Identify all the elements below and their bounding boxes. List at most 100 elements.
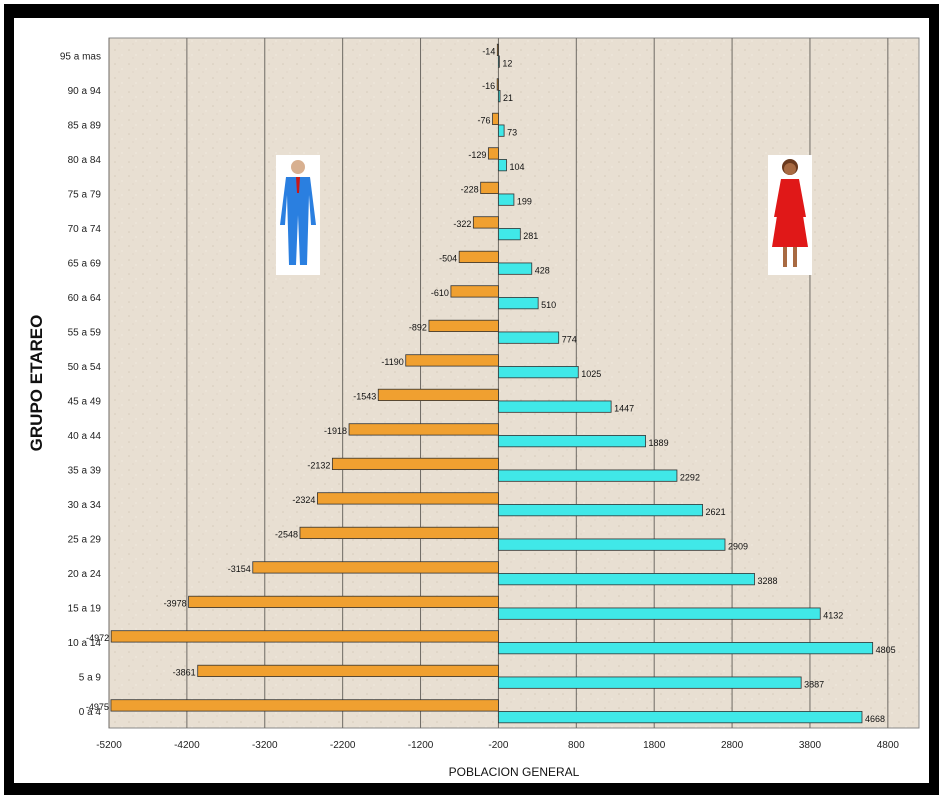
male-value-label: -1190 <box>381 357 403 367</box>
x-tick-label: 2800 <box>721 740 744 751</box>
male-value-label: -504 <box>439 254 457 264</box>
x-tick-label: -1200 <box>408 740 434 751</box>
male-bar <box>110 699 499 712</box>
female-value-label: 774 <box>562 334 577 344</box>
x-axis-title: POBLACION GENERAL <box>449 765 580 779</box>
male-bar <box>450 285 499 298</box>
male-value-label: -129 <box>468 150 486 160</box>
female-value-label: 281 <box>523 231 538 241</box>
male-value-label: -76 <box>477 116 490 126</box>
female-value-label: 4805 <box>876 645 896 655</box>
value-labels-group: -4975 -3861 -4972 -3978 -3154 -2548 -2324 -2132… <box>86 47 896 724</box>
y-tick-labels: 0 a 4 5 a 9 10 a 14 15 a 19 20 a 24 25 a 29 30… <box>60 51 102 718</box>
male-bar <box>317 492 499 505</box>
y-tick-label: 55 a 59 <box>68 327 102 338</box>
male-value-label: -610 <box>431 288 449 298</box>
male-value-label: -2324 <box>292 495 315 505</box>
female-value-label: 1025 <box>581 369 601 379</box>
y-tick-label: 90 a 94 <box>68 86 102 97</box>
male-value-label: -16 <box>482 81 495 91</box>
female-value-label: 73 <box>507 127 517 137</box>
x-tick-label: -5200 <box>96 740 122 751</box>
y-tick-label: 50 a 54 <box>68 362 102 373</box>
x-tick-labels: -5200 -4200 -3200 -2200 -1200 -200 800 1800 2800… <box>96 740 899 751</box>
female-value-label: 2909 <box>728 541 748 551</box>
male-bar <box>299 526 499 539</box>
male-bar <box>487 147 499 160</box>
male-bar <box>331 457 499 470</box>
female-bar <box>498 124 505 137</box>
female-bar <box>498 193 515 206</box>
female-value-label: 21 <box>503 93 513 103</box>
female-bar <box>498 400 612 413</box>
female-bar <box>498 642 874 655</box>
male-value-label: -4972 <box>86 633 109 643</box>
y-tick-label: 20 a 24 <box>68 569 102 580</box>
y-tick-label: 30 a 34 <box>68 500 102 511</box>
female-value-label: 104 <box>510 162 525 172</box>
y-tick-label: 85 a 89 <box>68 120 102 131</box>
male-bar <box>428 319 499 332</box>
male-value-label: -322 <box>453 219 471 229</box>
male-bar <box>480 181 499 194</box>
male-bar <box>472 216 499 229</box>
female-value-label: 4132 <box>823 610 843 620</box>
male-value-label: -228 <box>461 185 479 195</box>
male-bar <box>110 630 499 643</box>
y-tick-label: 95 a mas <box>60 51 101 62</box>
y-tick-label: 5 a 9 <box>79 672 102 683</box>
x-tick-label: 3800 <box>799 740 822 751</box>
y-tick-label: 35 a 39 <box>68 465 102 476</box>
female-bar <box>498 676 802 689</box>
bars-group <box>110 43 874 724</box>
x-tick-label: -2200 <box>330 740 356 751</box>
plot-area <box>108 37 920 729</box>
female-value-label: 2621 <box>706 507 726 517</box>
x-tick-label: -3200 <box>252 740 278 751</box>
y-tick-label: 60 a 64 <box>68 293 102 304</box>
female-bar <box>498 366 579 379</box>
female-value-label: 1889 <box>649 438 669 448</box>
male-value-label: -1918 <box>324 426 347 436</box>
female-bar <box>498 262 533 275</box>
x-tick-label: -4200 <box>174 740 200 751</box>
x-tick-label: 800 <box>568 740 585 751</box>
male-bar <box>496 78 499 91</box>
male-bar <box>458 250 499 263</box>
male-value-label: -1543 <box>353 392 376 402</box>
x-tick-label: -200 <box>488 740 508 751</box>
female-value-label: 510 <box>541 300 556 310</box>
female-bar <box>498 159 507 172</box>
y-tick-label: 15 a 19 <box>68 603 102 614</box>
female-value-label: 1447 <box>614 403 634 413</box>
y-tick-label: 25 a 29 <box>68 534 102 545</box>
y-axis-title: GRUPO ETAREO <box>27 315 46 452</box>
male-value-label: -892 <box>409 323 427 333</box>
y-tick-label: 10 a 14 <box>68 638 102 649</box>
male-value-label: -3154 <box>228 564 251 574</box>
female-bar <box>498 55 500 68</box>
male-value-label: -3978 <box>164 599 187 609</box>
chart-panel: -4975 -3861 -4972 -3978 -3154 -2548 -2324 -2132… <box>14 18 929 783</box>
x-tick-label: 1800 <box>643 740 666 751</box>
y-tick-label: 80 a 84 <box>68 155 102 166</box>
female-value-label: 2292 <box>680 472 700 482</box>
chart-frame: -4975 -3861 -4972 -3978 -3154 -2548 -2324 -2132… <box>4 4 939 795</box>
female-bar <box>498 228 521 241</box>
male-bar <box>377 388 499 401</box>
y-tick-label: 70 a 74 <box>68 224 102 235</box>
male-value-label: -3861 <box>173 668 196 678</box>
male-value-label: -14 <box>482 47 495 57</box>
male-bar <box>496 43 499 56</box>
female-bar <box>498 538 726 551</box>
male-value-label: -2132 <box>307 461 330 471</box>
y-tick-label: 65 a 69 <box>68 258 102 269</box>
x-tick-label: 4800 <box>877 740 900 751</box>
female-bar <box>498 504 703 517</box>
female-bar <box>498 469 678 482</box>
y-tick-label: 40 a 44 <box>68 431 102 442</box>
female-bar <box>498 331 560 344</box>
woman-icon <box>768 155 812 275</box>
male-bar <box>348 423 499 436</box>
female-bar <box>498 297 539 310</box>
